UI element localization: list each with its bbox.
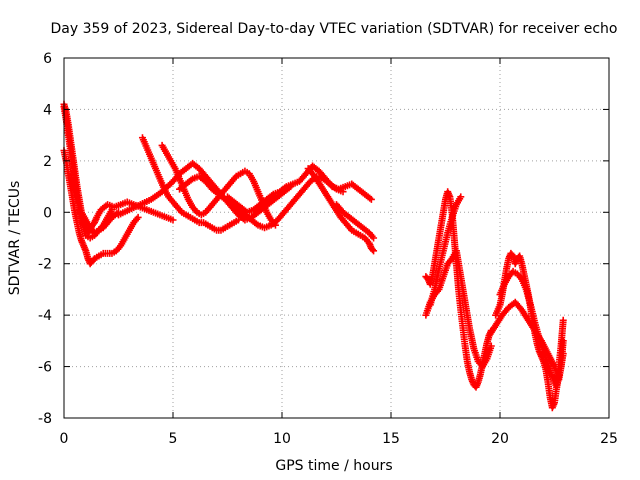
- plot-frame: [63, 57, 610, 419]
- data-point: [559, 316, 567, 324]
- x-tick-label: 10: [273, 431, 291, 447]
- y-axis-label: SDTVAR / TECUs: [7, 181, 23, 296]
- y-tick-label: 2: [43, 154, 52, 170]
- data-point: [487, 342, 495, 350]
- data-point: [559, 337, 567, 345]
- y-tick-label: -6: [38, 360, 52, 376]
- y-tick-label: -8: [38, 411, 52, 427]
- y-tick-label: -4: [38, 308, 52, 324]
- chart-title: Day 359 of 2023, Sidereal Day-to-day VTE…: [51, 21, 618, 37]
- y-tick-label: -2: [38, 257, 52, 273]
- y-tick-label: 0: [43, 205, 52, 221]
- x-tick-label: 5: [169, 431, 178, 447]
- data-point: [559, 350, 567, 358]
- x-tick-label: 25: [600, 431, 618, 447]
- x-tick-label: 0: [60, 431, 69, 447]
- x-axis-label: GPS time / hours: [275, 458, 392, 474]
- grid: [64, 58, 609, 418]
- data-point: [370, 234, 378, 242]
- data-point: [367, 195, 375, 203]
- y-tick-label: 6: [43, 51, 52, 67]
- data-point: [169, 216, 177, 224]
- y-tick-label: 4: [43, 102, 52, 118]
- data-points: [60, 100, 567, 412]
- x-tick-label: 15: [382, 431, 400, 447]
- data-point: [134, 213, 142, 221]
- data-point: [457, 193, 465, 201]
- x-tick-label: 20: [491, 431, 509, 447]
- axis-ticks: 0 5 10 15 20 25 -8 -6 -4 -2 0 2 4 6: [38, 51, 618, 447]
- data-point: [368, 246, 376, 254]
- data-point: [370, 247, 378, 255]
- data-point: [108, 206, 116, 214]
